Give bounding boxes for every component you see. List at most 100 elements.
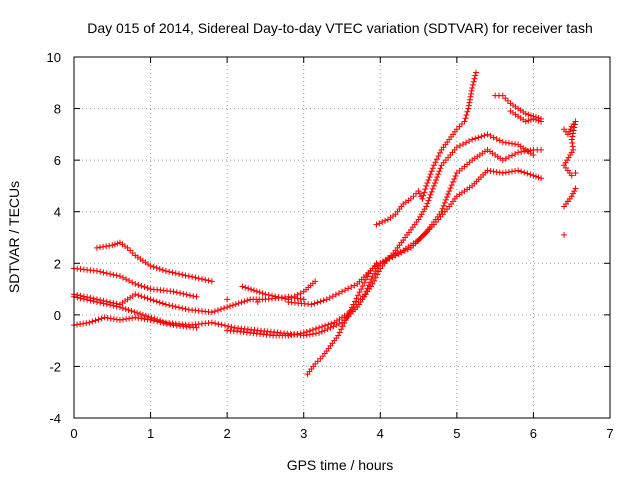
data-point [327, 324, 334, 331]
data-point [110, 315, 117, 322]
data-point [424, 200, 431, 207]
series-trace-j [561, 118, 579, 238]
data-point [371, 277, 378, 284]
data-point [250, 287, 257, 294]
data-point [355, 292, 362, 299]
data-point [314, 299, 321, 306]
data-point [425, 177, 432, 184]
data-point [116, 273, 123, 280]
data-point [157, 317, 164, 324]
data-point [447, 185, 454, 192]
data-point [227, 303, 234, 310]
data-point [466, 99, 473, 106]
data-point [373, 221, 380, 228]
data-point [426, 174, 433, 181]
data-point [456, 123, 463, 130]
data-point [344, 313, 351, 320]
data-point [312, 330, 319, 337]
data-point [490, 134, 497, 141]
data-point [218, 321, 225, 328]
data-point [104, 314, 111, 321]
data-point [111, 241, 118, 248]
data-point [353, 295, 360, 302]
data-point [253, 288, 260, 295]
data-point [356, 289, 363, 296]
data-point [127, 247, 134, 254]
data-point [490, 168, 497, 175]
data-point [564, 131, 571, 138]
data-point [144, 285, 151, 292]
data-point [524, 170, 531, 177]
data-point [183, 291, 190, 298]
data-point [567, 126, 574, 133]
data-point [135, 314, 142, 321]
data-point [428, 188, 435, 195]
data-point [512, 150, 519, 157]
data-point [538, 146, 545, 153]
data-marks [71, 69, 579, 378]
data-point [515, 167, 522, 174]
data-point [288, 294, 295, 301]
data-point [572, 118, 579, 125]
data-point [228, 324, 235, 331]
data-point [468, 87, 475, 94]
data-point [245, 285, 252, 292]
data-point [332, 291, 339, 298]
data-point [323, 296, 330, 303]
data-point [466, 96, 473, 103]
data-point [142, 312, 149, 319]
data-point [162, 301, 169, 308]
data-point [190, 293, 197, 300]
data-point [153, 264, 160, 271]
data-point [148, 314, 155, 321]
data-point [97, 244, 104, 251]
data-point [429, 185, 436, 192]
data-point [113, 316, 120, 323]
data-point [93, 244, 100, 251]
data-point [182, 305, 189, 312]
data-point [114, 240, 121, 247]
data-point [461, 118, 468, 125]
data-point [241, 298, 248, 305]
data-point [571, 188, 578, 195]
data-point [351, 282, 358, 289]
data-point [297, 290, 304, 297]
data-point [438, 208, 445, 215]
y-tick-label: -2 [49, 359, 61, 374]
data-point [113, 272, 120, 279]
series-trace-a [71, 167, 545, 308]
data-point [170, 288, 177, 295]
data-point [352, 298, 359, 305]
data-point [464, 108, 471, 115]
data-point [103, 301, 110, 308]
data-point [153, 298, 160, 305]
data-point [487, 132, 494, 139]
data-point [518, 148, 525, 155]
data-point [459, 141, 466, 148]
data-point [435, 153, 442, 160]
data-point [98, 315, 105, 322]
series-trace-g [373, 69, 479, 228]
data-point [379, 219, 386, 226]
data-point [430, 162, 437, 169]
data-point [205, 277, 212, 284]
data-point [92, 317, 99, 324]
data-point [342, 287, 349, 294]
x-tick-label: 7 [606, 426, 613, 441]
data-point [436, 168, 443, 175]
data-point [144, 316, 151, 323]
data-point [425, 197, 432, 204]
data-point [74, 321, 81, 328]
data-point [239, 283, 246, 290]
data-point [232, 301, 239, 308]
data-point [458, 121, 465, 128]
data-point [126, 315, 133, 322]
data-point [462, 115, 469, 122]
data-point [515, 149, 522, 156]
data-point [538, 118, 545, 125]
data-point [499, 170, 506, 177]
data-point [156, 299, 163, 306]
data-point [180, 290, 187, 297]
series-trace-i [507, 108, 545, 125]
data-point [530, 115, 537, 122]
